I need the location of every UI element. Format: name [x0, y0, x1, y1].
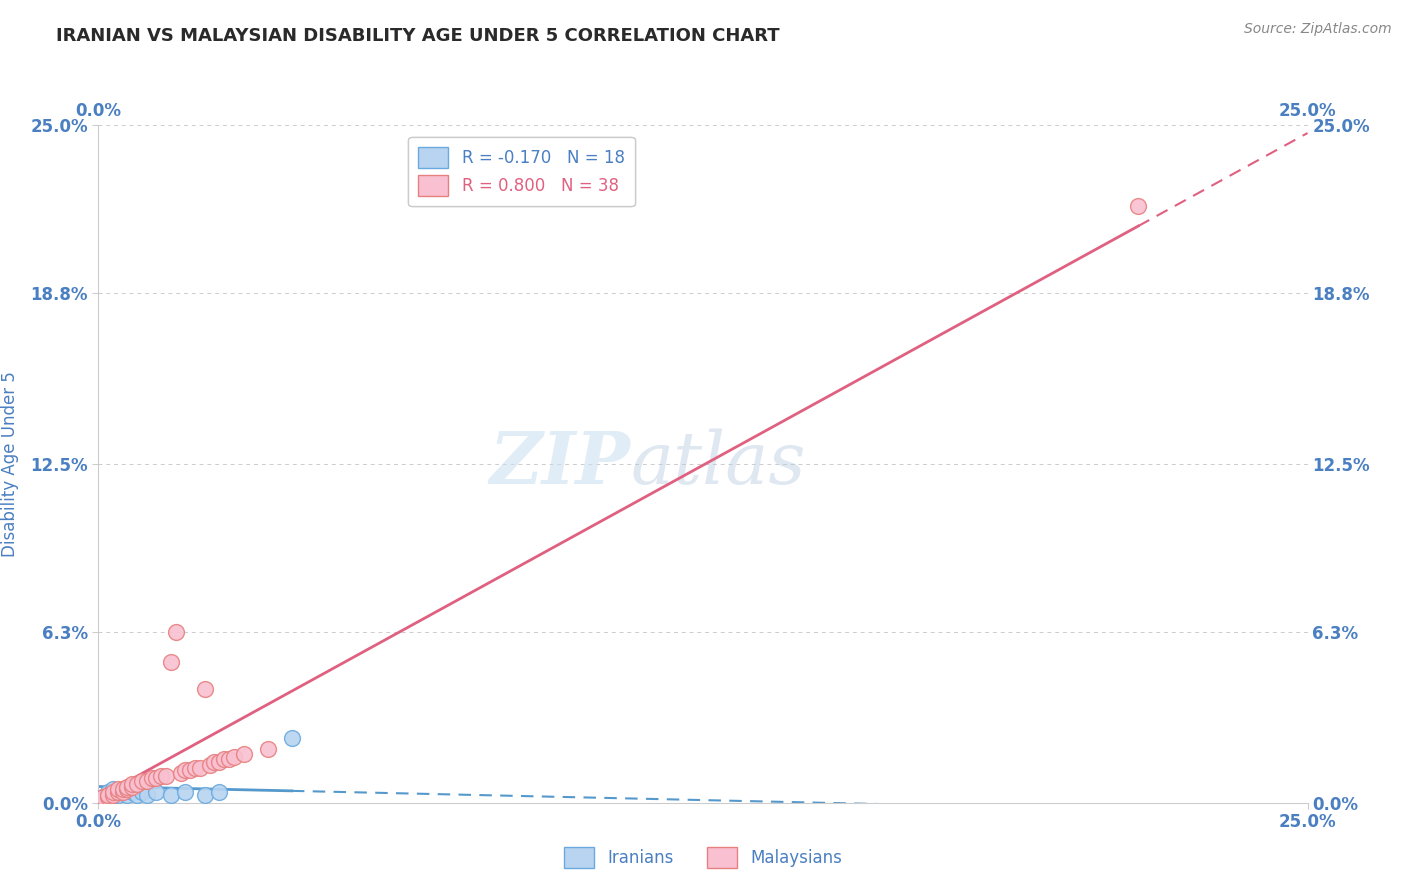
- Point: [117, 780, 139, 794]
- Point: [208, 755, 231, 769]
- Point: [212, 752, 235, 766]
- Point: [204, 755, 226, 769]
- Text: IRANIAN VS MALAYSIAN DISABILITY AGE UNDER 5 CORRELATION CHART: IRANIAN VS MALAYSIAN DISABILITY AGE UNDE…: [56, 27, 780, 45]
- Point: [101, 782, 124, 797]
- Point: [155, 769, 177, 783]
- Point: [208, 785, 231, 799]
- Point: [165, 624, 187, 639]
- Point: [169, 766, 191, 780]
- Point: [97, 790, 120, 805]
- Point: [184, 760, 207, 774]
- Text: ZIP: ZIP: [489, 428, 630, 500]
- Point: [107, 788, 129, 802]
- Text: atlas: atlas: [630, 428, 806, 500]
- Point: [121, 777, 143, 791]
- Point: [111, 785, 134, 799]
- Point: [97, 785, 120, 799]
- Y-axis label: Disability Age Under 5: Disability Age Under 5: [1, 371, 20, 557]
- Text: Source: ZipAtlas.com: Source: ZipAtlas.com: [1244, 22, 1392, 37]
- Point: [174, 785, 197, 799]
- Point: [121, 785, 143, 799]
- Point: [141, 772, 163, 786]
- Point: [97, 788, 120, 802]
- Point: [131, 774, 153, 789]
- Point: [91, 793, 114, 807]
- Point: [160, 655, 183, 669]
- Point: [194, 681, 217, 696]
- Point: [111, 785, 134, 799]
- Point: [101, 785, 124, 799]
- Point: [131, 785, 153, 799]
- Point: [179, 764, 201, 778]
- Point: [135, 788, 157, 802]
- Point: [145, 785, 167, 799]
- Point: [188, 760, 211, 774]
- Point: [101, 788, 124, 802]
- Point: [91, 790, 114, 805]
- Point: [111, 782, 134, 797]
- Point: [218, 752, 240, 766]
- Point: [101, 788, 124, 802]
- Point: [232, 747, 254, 761]
- Point: [1128, 199, 1150, 213]
- Point: [127, 788, 149, 802]
- Legend: R = -0.170   N = 18, R = 0.800   N = 38: R = -0.170 N = 18, R = 0.800 N = 38: [409, 136, 634, 206]
- Point: [194, 788, 217, 802]
- Point: [117, 788, 139, 802]
- Point: [121, 780, 143, 794]
- Point: [150, 769, 173, 783]
- Point: [222, 749, 245, 764]
- Point: [160, 788, 183, 802]
- Point: [97, 788, 120, 802]
- Point: [107, 782, 129, 797]
- Point: [145, 772, 167, 786]
- Point: [107, 785, 129, 799]
- Point: [91, 790, 114, 805]
- Point: [198, 757, 221, 772]
- Point: [117, 782, 139, 797]
- Point: [281, 731, 304, 745]
- Point: [256, 741, 278, 756]
- Point: [135, 774, 157, 789]
- Legend: Iranians, Malaysians: Iranians, Malaysians: [557, 840, 849, 875]
- Point: [127, 777, 149, 791]
- Point: [174, 764, 197, 778]
